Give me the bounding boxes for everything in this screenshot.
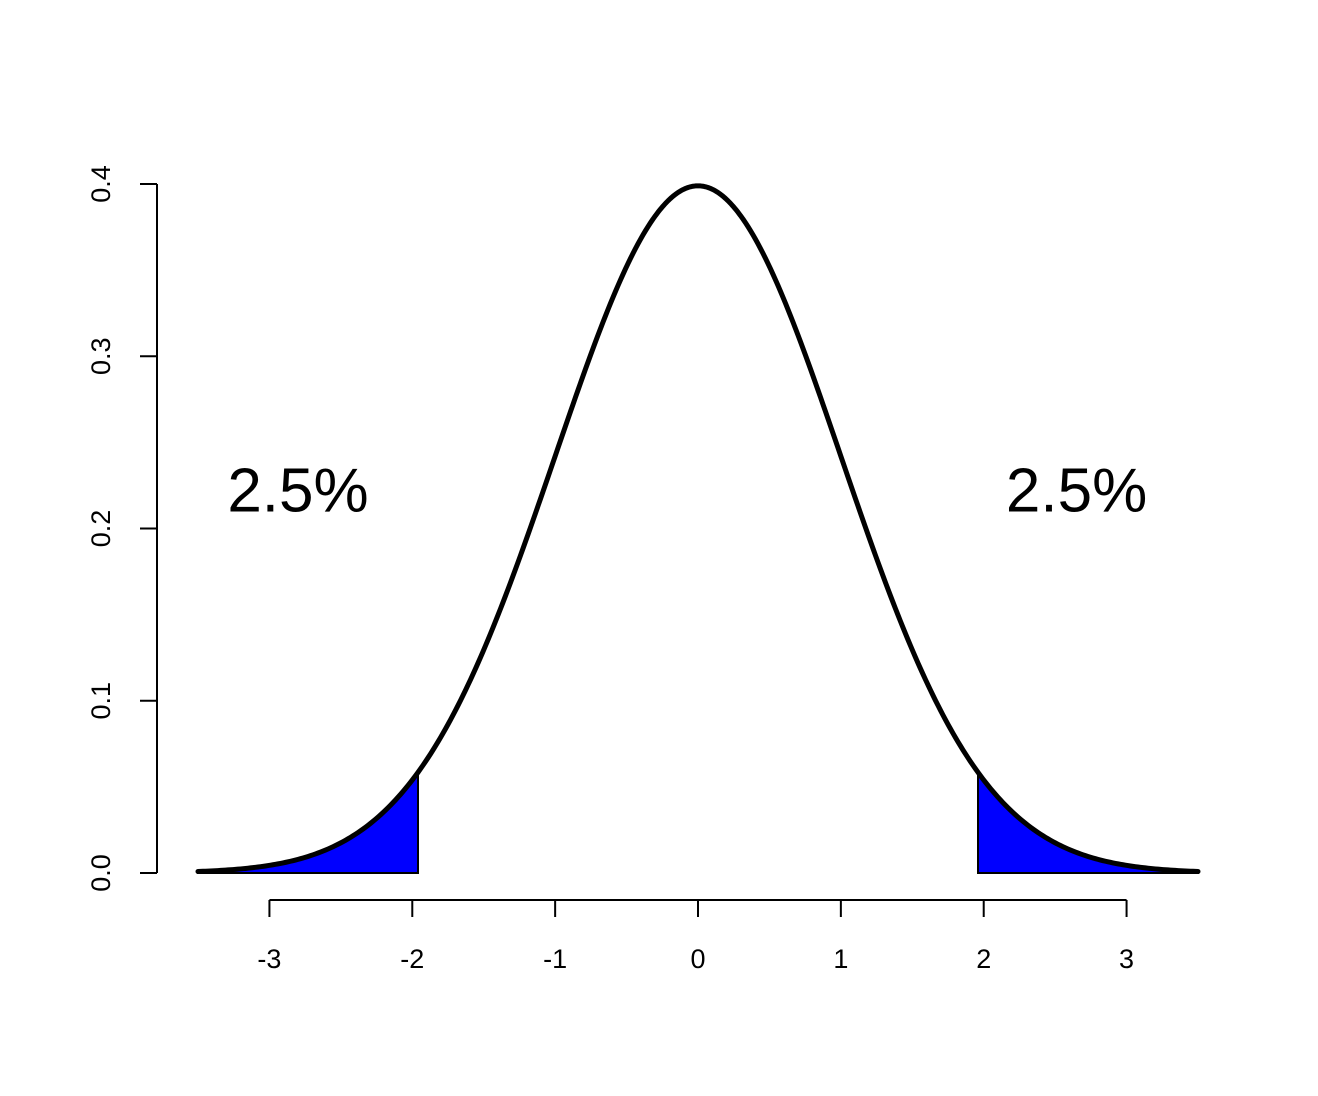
x-axis: -3 -2 -1 0 1 2 3 <box>257 899 1134 974</box>
annotations: 2.5% 2.5% <box>227 456 1147 525</box>
x-tick-label: -1 <box>543 944 567 974</box>
x-tick-label: 0 <box>690 944 705 974</box>
shaded-tails <box>197 769 1199 874</box>
x-tick-label: -3 <box>257 944 281 974</box>
y-axis: 0.0 0.1 0.2 0.3 0.4 <box>86 165 158 892</box>
y-tick-label: 0.1 <box>86 682 116 720</box>
y-tick-label: 0.3 <box>86 337 116 375</box>
x-tick-label: 2 <box>976 944 991 974</box>
left-tail-percent-label: 2.5% <box>227 456 368 525</box>
x-tick-label: 3 <box>1119 944 1134 974</box>
x-tick-label: -2 <box>400 944 424 974</box>
density-curve <box>195 183 1201 874</box>
y-tick-label: 0.2 <box>86 510 116 548</box>
curve-layer <box>195 183 1201 874</box>
right-tail-percent-label: 2.5% <box>1006 456 1147 525</box>
x-tick-label: 1 <box>833 944 848 974</box>
y-tick-label: 0.4 <box>86 165 116 203</box>
y-tick-label: 0.0 <box>86 854 116 892</box>
